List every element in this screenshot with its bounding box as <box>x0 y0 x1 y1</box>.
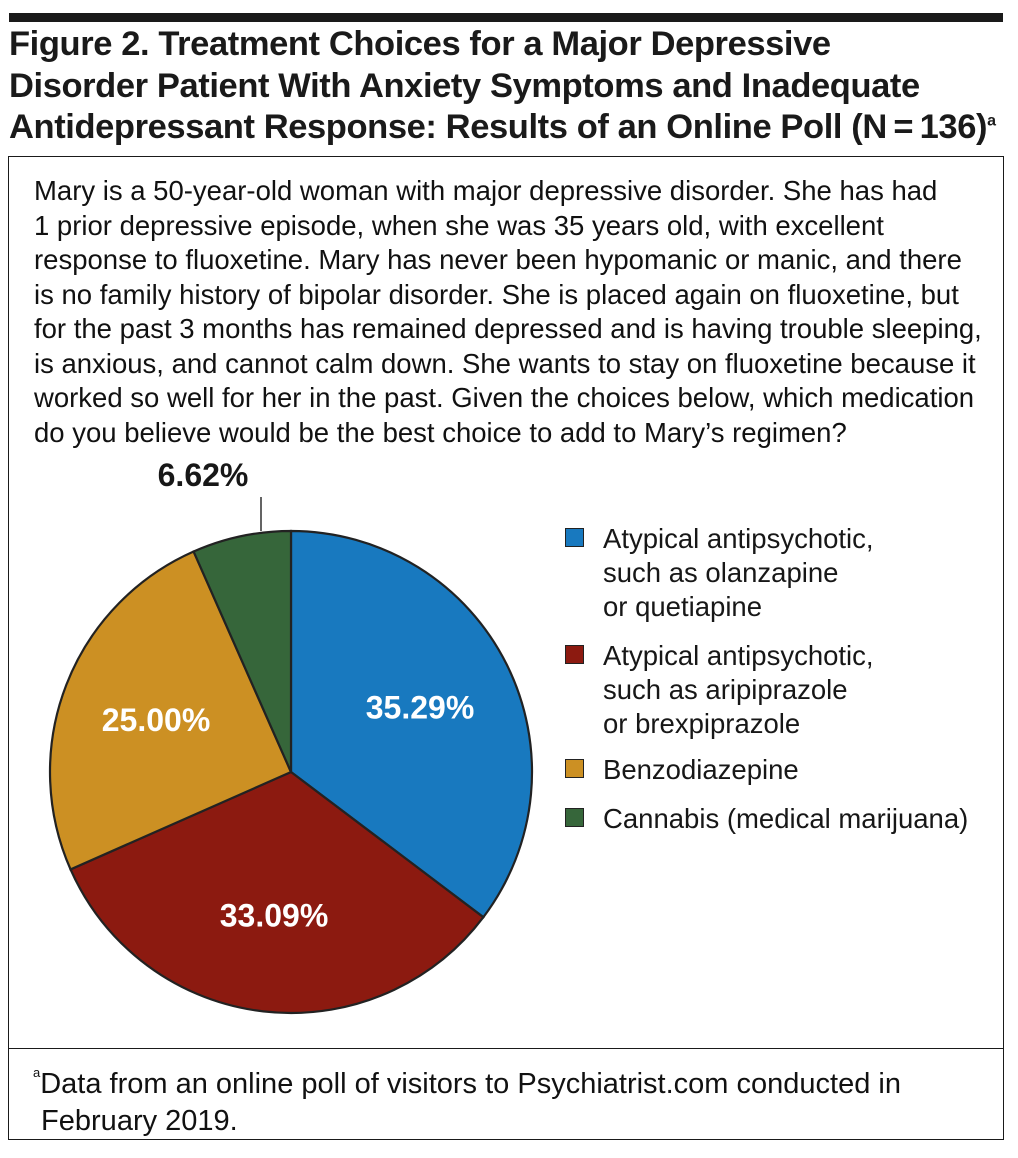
svg-text:6.62%: 6.62% <box>158 457 249 493</box>
svg-text:25.00%: 25.00% <box>102 702 211 738</box>
svg-text:33.09%: 33.09% <box>220 898 329 934</box>
svg-text:35.29%: 35.29% <box>366 690 475 726</box>
